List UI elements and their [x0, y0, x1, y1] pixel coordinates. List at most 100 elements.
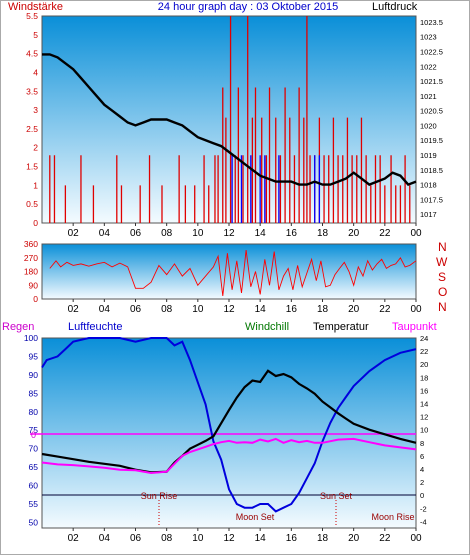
y-tick-label: 85	[29, 388, 39, 398]
x-tick-label: 14	[255, 228, 267, 239]
x-tick-label: 20	[348, 304, 360, 315]
legend-regen: Regen	[2, 321, 34, 333]
y-tick-label: 5.5	[26, 11, 38, 21]
y-tick-label: 24	[420, 334, 428, 343]
temperature-humidity-panel	[41, 337, 417, 529]
wind-direction-panel	[41, 243, 417, 300]
pressure-axis-ticks: 1017 1017.5 1018 1018.5 1019 1019.5 1020 1020.5…	[420, 18, 443, 219]
x-tick-label: 06	[130, 304, 142, 315]
y-tick-label: 16	[420, 386, 428, 395]
y-tick-label: 1019.5	[420, 136, 443, 145]
y-tick-label: 20	[420, 360, 428, 369]
x-tick-label: 14	[255, 533, 267, 544]
y-tick-label: -2	[420, 504, 427, 513]
dewpoint-line	[41, 437, 417, 475]
y-tick-label: -4	[420, 517, 427, 526]
y-tick-label: 6	[420, 452, 424, 461]
y-tick-label: 10	[420, 426, 428, 435]
legend-taupunkt: Taupunkt	[392, 321, 437, 333]
x-tick-label: 02	[68, 304, 80, 315]
y-tick-label: 1021	[420, 92, 437, 101]
y-tick-label: 4.5	[26, 49, 38, 59]
y-tick-label: 4	[33, 67, 38, 77]
x-tick-label: 12	[223, 533, 235, 544]
compass-labels: N W S O N	[436, 240, 448, 314]
y-tick-label: 270	[24, 253, 38, 263]
x-tick-label: 06	[130, 228, 142, 239]
compass-n-bottom: N	[438, 300, 447, 314]
x-tick-label: 08	[161, 533, 173, 544]
y-tick-label: 70	[29, 444, 39, 454]
y-tick-label: 1020.5	[420, 107, 443, 116]
direction-axis-ticks: 0 90 180 270 360	[24, 239, 38, 304]
x-tick-label: 04	[99, 533, 111, 544]
panel3-x-ticks: 02 04 06 08 10 12 14 16 18 20 22 00	[68, 528, 422, 544]
x-tick-label: 16	[286, 533, 298, 544]
y-tick-label: 90	[29, 370, 39, 380]
y-tick-label: 12	[420, 413, 428, 422]
wind-bars	[49, 16, 411, 223]
pressure-line	[42, 53, 417, 187]
gust-bars	[231, 155, 321, 223]
x-tick-label: 02	[68, 228, 80, 239]
x-tick-label: 12	[223, 228, 235, 239]
y-tick-label: 0	[420, 491, 424, 500]
x-tick-label: 04	[99, 228, 111, 239]
y-tick-label: 1017	[420, 210, 437, 219]
x-tick-label: 22	[379, 304, 391, 315]
x-tick-label: 08	[161, 228, 173, 239]
y-tick-label: 5	[33, 30, 38, 40]
x-tick-label: 00	[410, 533, 422, 544]
y-tick-label: 1022.5	[420, 47, 443, 56]
y-tick-label: 1019	[420, 151, 437, 160]
y-tick-label: 22	[420, 347, 428, 356]
y-tick-label: 80	[29, 407, 39, 417]
y-tick-label: 95	[29, 351, 39, 361]
y-tick-label: 55	[29, 499, 39, 509]
pressure-label: Luftdruck	[372, 1, 418, 13]
x-tick-label: 14	[255, 304, 267, 315]
y-tick-label: 100	[24, 333, 38, 343]
y-tick-label: 2.5	[26, 124, 38, 134]
y-tick-label: 90	[29, 280, 39, 290]
y-tick-label: 360	[24, 239, 38, 249]
y-tick-label: 60	[29, 481, 39, 491]
x-tick-label: 22	[379, 228, 391, 239]
chart-title: 24 hour graph day : 03 Oktober 2015	[158, 1, 338, 13]
compass-n-top: N	[438, 240, 447, 254]
humidity-line	[41, 337, 417, 513]
y-tick-label: 14	[420, 400, 428, 409]
moon-set-label: Moon Set	[236, 512, 275, 522]
y-tick-label: 0	[33, 218, 38, 228]
wind-axis-ticks: 0 0.5 1 1.5 2 2.5 3 3.5 4 4.5 5 5.5	[26, 11, 38, 228]
y-tick-label: 1022	[420, 62, 437, 71]
sun-rise-label: Sun Rise	[141, 491, 178, 501]
compass-s: S	[438, 270, 446, 284]
y-tick-label: 2	[420, 478, 424, 487]
y-tick-label: 1.5	[26, 162, 38, 172]
x-tick-label: 12	[223, 304, 235, 315]
y-tick-label: 1020	[420, 121, 437, 130]
y-tick-label: 1023	[420, 33, 437, 42]
y-tick-label: 1021.5	[420, 77, 443, 86]
x-tick-label: 10	[192, 304, 204, 315]
x-tick-label: 10	[192, 228, 204, 239]
compass-w: W	[436, 255, 448, 269]
compass-o: O	[438, 285, 447, 299]
x-tick-label: 18	[317, 533, 329, 544]
x-tick-label: 22	[379, 533, 391, 544]
y-tick-label: 18	[420, 373, 428, 382]
x-tick-label: 18	[317, 228, 329, 239]
legend-windchill: Windchill	[245, 321, 289, 333]
y-tick-label: 0	[33, 294, 38, 304]
y-tick-label: 75	[29, 425, 39, 435]
legend-temperatur: Temperatur	[313, 321, 369, 333]
y-tick-label: 180	[24, 267, 38, 277]
y-tick-label: 0.5	[26, 199, 38, 209]
panel1-x-ticks: 02 04 06 08 10 12 14 16 18 20 22 00	[68, 223, 422, 239]
sun-set-label: Sun Set	[320, 491, 353, 501]
x-tick-label: 06	[130, 533, 142, 544]
wind-pressure-panel	[41, 15, 417, 224]
